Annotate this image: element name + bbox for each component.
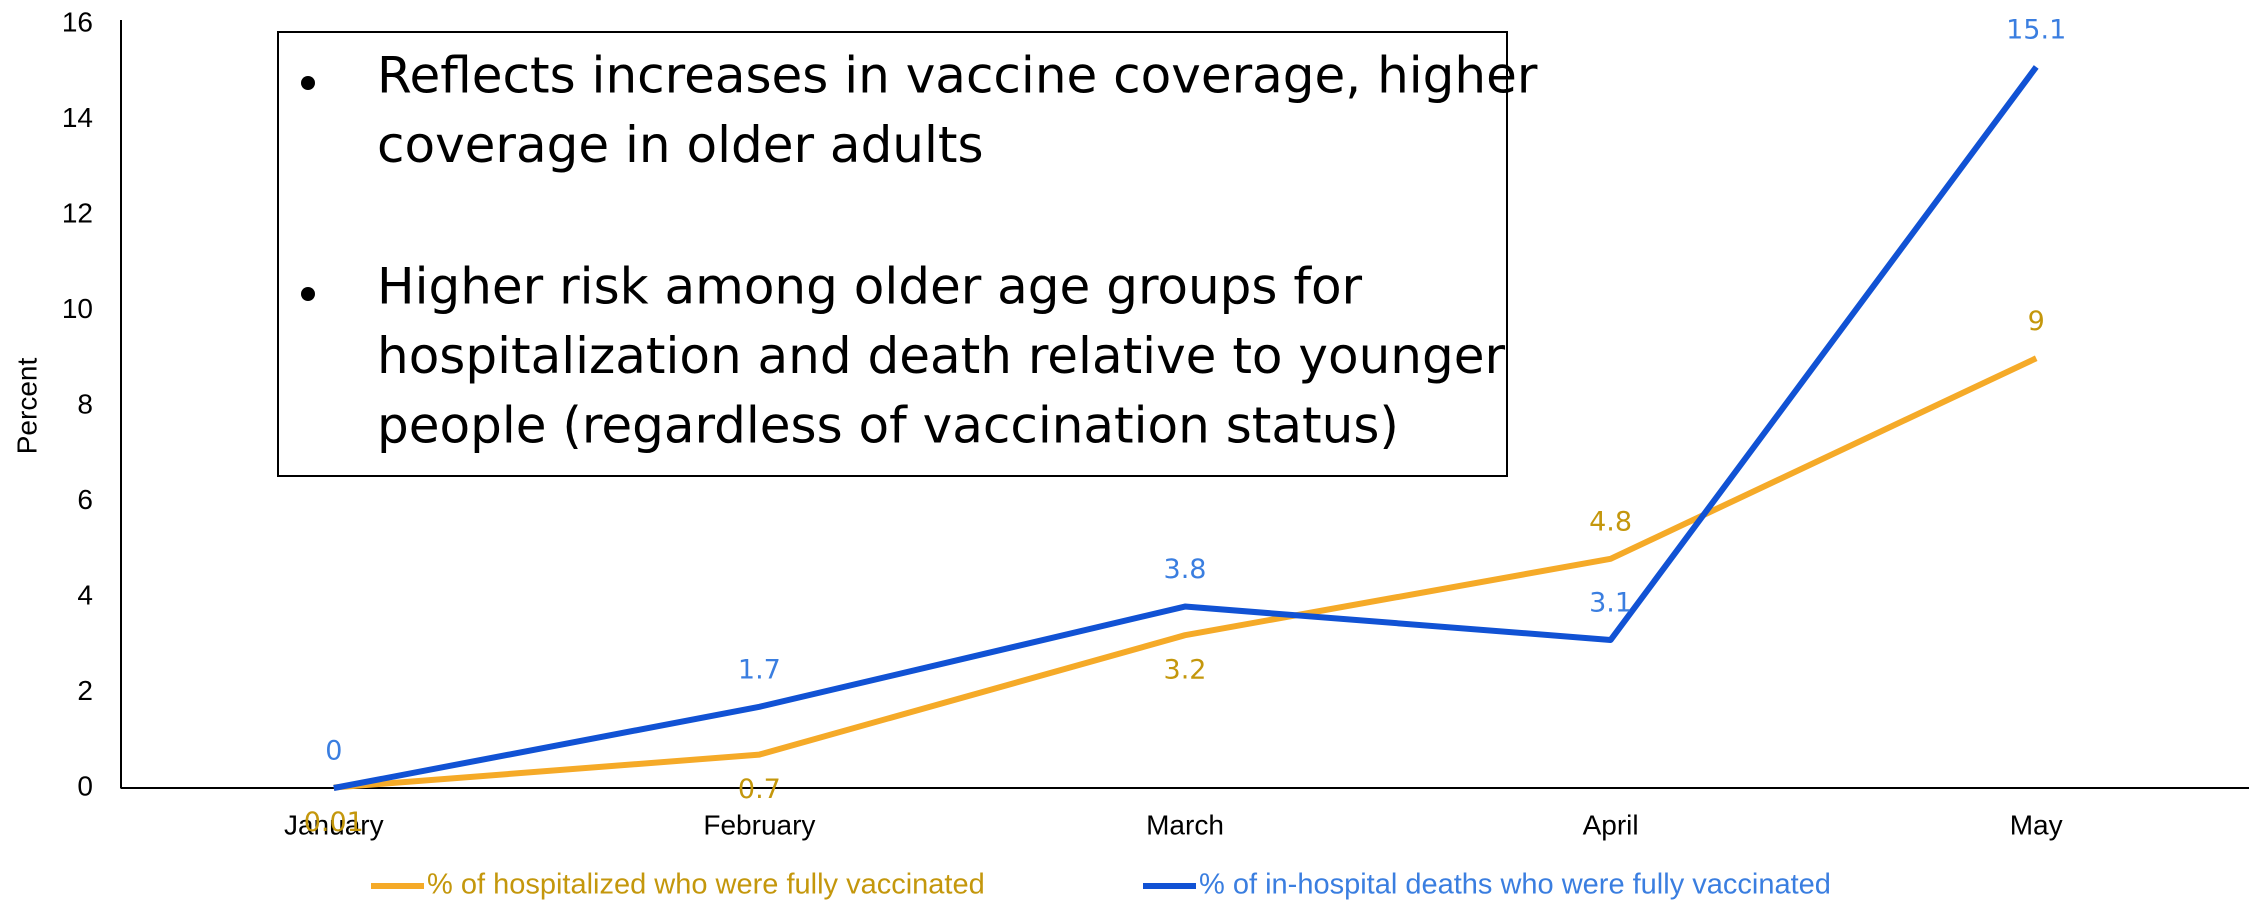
- data-label: 3.1: [1589, 587, 1632, 618]
- x-tick-label: April: [1583, 809, 1639, 840]
- bullet: [301, 287, 315, 301]
- annotation-text: people (regardless of vaccination status…: [377, 397, 1399, 455]
- annotation-text: Higher risk among older age groups for: [377, 258, 1363, 316]
- legend-label: % of in-hospital deaths who were fully v…: [1199, 869, 1831, 901]
- data-label: 3.8: [1164, 554, 1207, 585]
- y-tick-label: 14: [62, 102, 93, 133]
- legend-label: % of hospitalized who were fully vaccina…: [427, 869, 985, 901]
- y-tick-label: 12: [62, 197, 93, 228]
- y-axis-label: Percent: [11, 358, 42, 455]
- y-tick-label: 8: [77, 388, 93, 419]
- y-tick-label: 16: [62, 6, 93, 37]
- y-tick-label: 6: [77, 484, 93, 515]
- y-tick-label: 2: [77, 675, 93, 706]
- annotation-text: Reflects increases in vaccine coverage, …: [377, 47, 1538, 105]
- annotation-box: [277, 31, 1508, 477]
- y-tick-label: 4: [77, 579, 93, 610]
- annotation-text: coverage in older adults: [377, 116, 984, 174]
- data-label: 4.8: [1589, 506, 1632, 537]
- x-tick-label: February: [703, 809, 815, 840]
- x-tick-label: May: [2010, 809, 2063, 840]
- data-label: 15.1: [2006, 14, 2066, 45]
- data-label: 0: [325, 736, 342, 767]
- y-tick-label: 0: [77, 770, 93, 801]
- bullet: [301, 76, 315, 90]
- data-label: 1.7: [738, 654, 781, 685]
- series-line: [333, 355, 2038, 791]
- data-label: 0.01: [304, 807, 364, 838]
- data-label: 3.2: [1164, 655, 1207, 686]
- x-tick-label: January: [284, 809, 384, 840]
- series-line: [333, 65, 2039, 791]
- x-tick-label: March: [1146, 809, 1224, 840]
- data-label: 0.7: [738, 774, 781, 805]
- annotation-text: hospitalization and death relative to yo…: [377, 327, 1505, 385]
- data-label: 9: [2028, 306, 2045, 337]
- y-tick-label: 10: [62, 293, 93, 324]
